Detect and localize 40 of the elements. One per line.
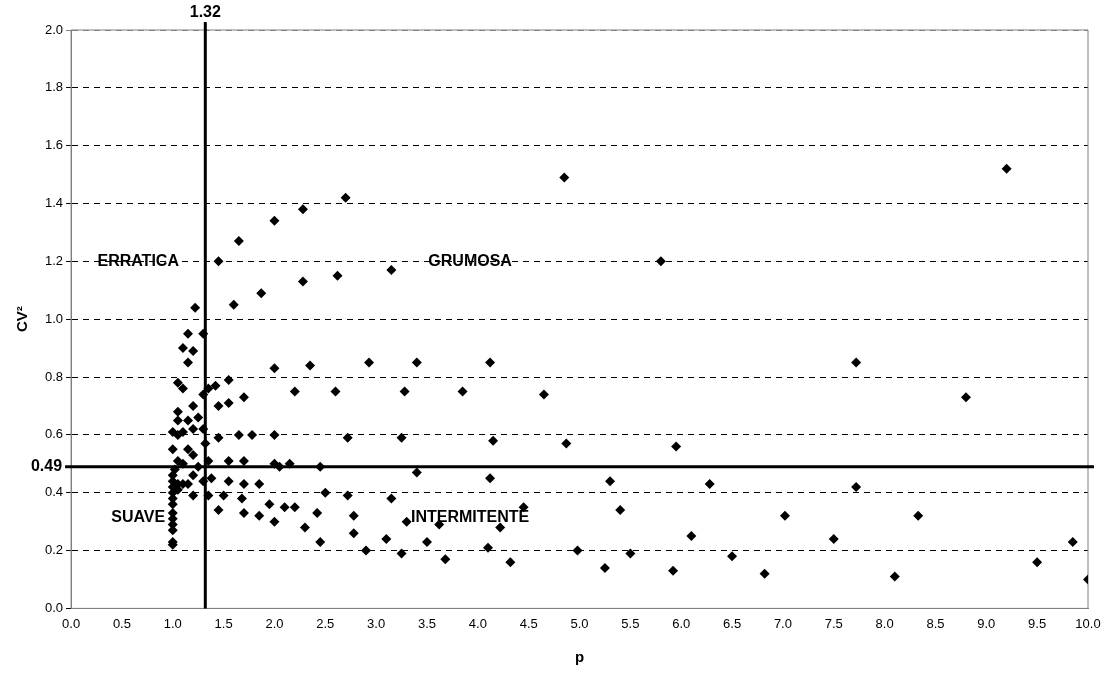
x-tick-label: 3.0	[367, 615, 386, 631]
x-tick-label: 10.0	[1075, 615, 1101, 631]
y-tick-label: 1.2	[44, 252, 64, 268]
x-tick-label: 5.5	[621, 615, 640, 631]
x-tick-label: 4.5	[519, 615, 538, 631]
x-tick-label: 9.5	[1028, 615, 1047, 631]
x-axis-title: p	[574, 648, 585, 666]
y-tick-label: 0.0	[44, 599, 64, 615]
y-tick-label: 0.4	[44, 484, 64, 500]
y-tick-label: 1.4	[44, 195, 64, 211]
x-tick-label: 8.0	[875, 615, 894, 631]
ref-line-label: 0.49	[30, 457, 63, 475]
annotation: INTERMITENTE	[411, 508, 530, 526]
x-tick-label: 7.5	[824, 615, 843, 631]
x-tick-label: 2.0	[265, 615, 284, 631]
y-tick-label: 1.6	[44, 137, 64, 153]
x-tick-label: 3.5	[417, 615, 437, 631]
x-tick-label: 9.0	[977, 615, 996, 631]
y-tick-label: 0.2	[44, 542, 64, 558]
y-tick-label: 1.0	[44, 310, 64, 326]
x-tick-label: 4.0	[468, 615, 487, 631]
annotation: ERRATICA	[97, 251, 180, 269]
annotation: SUAVE	[111, 508, 166, 526]
x-tick-label: 1.5	[214, 615, 233, 631]
x-tick-label: 6.0	[672, 615, 691, 631]
ref-line-label: 1.32	[189, 3, 221, 21]
x-tick-label: 1.0	[163, 615, 182, 631]
y-tick-label: 2.0	[44, 21, 64, 37]
x-tick-label: 0.0	[62, 615, 81, 631]
x-tick-label: 6.5	[723, 615, 742, 631]
x-tick-label: 5.0	[570, 615, 589, 631]
x-tick-label: 8.5	[926, 615, 945, 631]
y-axis-title: CV²	[13, 306, 31, 333]
annotation: GRUMOSA	[428, 251, 513, 269]
x-tick-label: 2.5	[316, 615, 335, 631]
x-tick-label: 0.5	[112, 615, 131, 631]
y-tick-label: 0.8	[44, 368, 64, 384]
y-tick-label: 0.6	[44, 426, 64, 442]
x-tick-label: 7.0	[773, 615, 792, 631]
y-tick-label: 1.8	[44, 79, 64, 95]
